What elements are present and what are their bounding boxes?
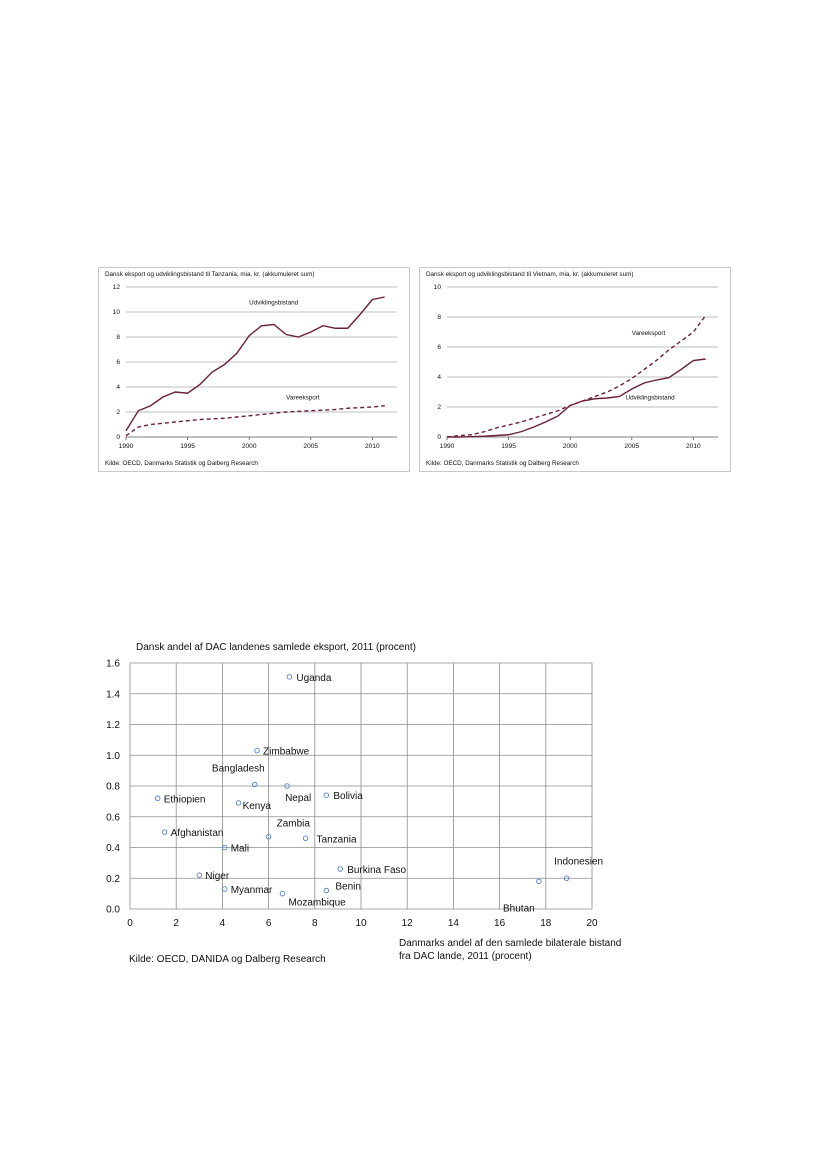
point-label: Kenya	[243, 801, 272, 812]
point-zambia	[265, 833, 272, 840]
point-label: Indonesien	[554, 856, 603, 867]
y-tick-label: 12	[113, 284, 121, 291]
x-tick-label: 2005	[624, 443, 639, 450]
vietnam-chart: Dansk eksport og udviklingsbistand til V…	[419, 267, 731, 472]
point-ethiopien	[154, 795, 161, 802]
x-tick-label: 2005	[303, 443, 318, 450]
x-tick-label: 8	[312, 918, 318, 929]
point-label: Bangladesh	[212, 763, 265, 774]
y-tick-label: 6	[437, 344, 441, 351]
x-tick-label: 2000	[242, 443, 257, 450]
x-tick-label: 4	[220, 918, 226, 929]
y-tick-label: 0	[437, 434, 441, 441]
series-label: Vareeksport	[632, 330, 666, 337]
point-label: Tanzania	[317, 834, 357, 845]
point-label: Zimbabwe	[263, 747, 310, 758]
tanzania-chart-source: Kilde: OECD, Danmarks Statistik og Dalbe…	[105, 460, 258, 467]
x-tick-label: 1995	[501, 443, 516, 450]
y-tick-label: 0.6	[106, 812, 120, 823]
y-tick-label: 1.4	[106, 689, 120, 700]
point-zimbabwe	[254, 747, 260, 754]
point-label: Burkina Faso	[347, 865, 406, 876]
vietnam-chart-plot: 0 2 4 6 8 10 1990 1995 2000 2005 2010 Vareeksport Ud…	[434, 284, 718, 450]
y-tick-label: 4	[437, 374, 441, 381]
x-tick-label: 14	[448, 918, 460, 929]
x-tick-label: 2010	[686, 443, 701, 450]
tanzania-chart: Dansk eksport og udviklingsbistand til T…	[98, 267, 410, 472]
y-tick-label: 8	[116, 334, 120, 341]
y-tick-label: 1.2	[106, 720, 120, 731]
y-tick-label: 1.6	[106, 659, 120, 670]
y-tick-label: 8	[437, 314, 441, 321]
y-tick-label: 0.8	[106, 782, 120, 793]
point-indonesien	[563, 875, 570, 882]
scatter-xlabel: Danmarks andel af den samlede bilaterale…	[399, 938, 621, 962]
scatter-source: Kilde: OECD, DANIDA og Dalberg Research	[129, 954, 326, 965]
x-tick-label: 16	[494, 918, 506, 929]
tanzania-chart-plot: 0 2 4 6 8 10 12 1990 1995 2000 2005 2010 Udviklingsb…	[113, 284, 397, 450]
point-label: Mali	[231, 844, 249, 855]
x-tick-label: 10	[355, 918, 367, 929]
x-tick-label: 2010	[365, 443, 380, 450]
point-bhutan	[536, 878, 542, 885]
point-mozambique	[279, 890, 286, 897]
x-tick-label: 0	[127, 918, 133, 929]
point-label: Bolivia	[333, 791, 363, 802]
y-tick-label: 10	[434, 284, 442, 291]
x-tick-label: 12	[402, 918, 414, 929]
x-tick-label: 20	[586, 918, 598, 929]
y-tick-label: 4	[116, 384, 120, 391]
series-label: Udviklingsbistand	[249, 300, 298, 307]
y-tick-label: 2	[116, 409, 120, 416]
series-line-udviklingsbistand	[447, 358, 706, 438]
series-label: Udviklingsbistand	[626, 395, 675, 402]
point-burkina-faso	[337, 866, 343, 872]
tanzania-chart-title: Dansk eksport og udviklingsbistand til T…	[105, 271, 315, 278]
point-kenya	[235, 800, 242, 806]
point-label: Nepal	[285, 793, 311, 804]
point-nepal	[284, 783, 290, 789]
vietnam-chart-title: Dansk eksport og udviklingsbistand til V…	[426, 271, 634, 278]
y-tick-label: 10	[113, 309, 121, 316]
y-tick-label: 1.0	[106, 751, 120, 762]
point-label: Niger	[205, 871, 230, 882]
point-label: Uganda	[296, 673, 331, 684]
scatter-title: Dansk andel af DAC landenes samlede eksp…	[136, 642, 416, 653]
y-tick-label: 0	[116, 434, 120, 441]
point-label: Myanmar	[231, 885, 273, 896]
x-tick-label: 1995	[180, 443, 195, 450]
point-label: Afghanistan	[171, 828, 224, 839]
point-benin	[323, 887, 330, 894]
y-tick-label: 0.2	[106, 874, 120, 885]
point-uganda	[286, 674, 293, 680]
point-afghanistan	[161, 829, 168, 835]
point-label: Bhutan	[503, 903, 535, 914]
point-label: Zambia	[277, 819, 311, 830]
y-tick-label: 0.0	[106, 905, 120, 916]
point-myanmar	[221, 886, 228, 892]
point-label: Mozambique	[288, 898, 346, 909]
point-bangladesh	[251, 781, 258, 788]
point-bolivia	[323, 792, 330, 798]
series-label: Vareeksport	[286, 395, 320, 402]
series-line-udviklingsbistand	[125, 296, 385, 432]
x-tick-label: 1990	[119, 443, 134, 450]
point-mali	[221, 844, 228, 851]
x-tick-label: 2	[173, 918, 179, 929]
y-tick-label: 2	[437, 404, 441, 411]
x-tick-label: 6	[266, 918, 272, 929]
x-tick-label: 18	[540, 918, 552, 929]
y-tick-label: 0.4	[106, 843, 120, 854]
series-line-vareeksport	[125, 405, 385, 437]
point-label: Benin	[335, 882, 361, 893]
point-label: Ethiopien	[164, 794, 206, 805]
point-niger	[196, 872, 203, 878]
y-tick-label: 6	[116, 359, 120, 366]
point-tanzania	[302, 835, 309, 842]
vietnam-chart-source: Kilde: OECD, Danmarks Statistik og Dalbe…	[426, 460, 579, 467]
x-tick-label: 1990	[440, 443, 455, 450]
x-tick-label: 2000	[563, 443, 578, 450]
